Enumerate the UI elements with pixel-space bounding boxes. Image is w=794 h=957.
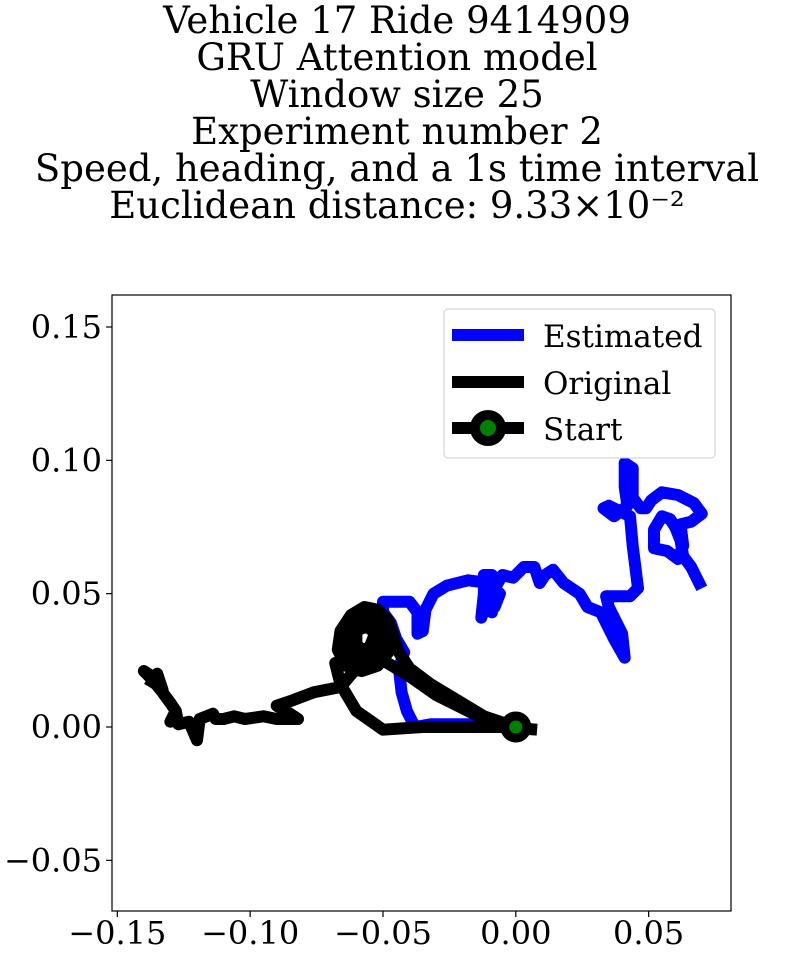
x-tick-label: 0.00	[480, 914, 551, 952]
series-line-estimated	[377, 457, 708, 733]
title-line-3: Window size 25	[250, 73, 544, 116]
legend-label-original: Original	[543, 366, 671, 402]
title-line-5: Speed, heading, and a 1s time interval	[34, 147, 760, 190]
legend-label-estimated: Estimated	[543, 319, 702, 355]
title-line-6: Euclidean distance: 9.33×10⁻²	[109, 184, 685, 227]
legend-label-start: Start	[543, 412, 623, 448]
start-marker	[500, 711, 532, 743]
legend-swatch-start-marker	[470, 410, 506, 446]
x-tick-label: −0.15	[68, 914, 166, 952]
title-line-2: GRU Attention model	[196, 36, 598, 79]
title-line-1: Vehicle 17 Ride 9414909	[163, 0, 631, 42]
chart-title: Vehicle 17 Ride 9414909 GRU Attention mo…	[0, 2, 794, 224]
legend-box	[443, 308, 716, 459]
y-tick-label: 0.05	[31, 575, 102, 613]
x-tick-label: −0.10	[201, 914, 299, 952]
title-line-4: Experiment number 2	[191, 110, 603, 153]
y-tick-label: 0.00	[31, 708, 102, 746]
series-line-original	[137, 601, 538, 747]
legend: Estimated Original Start	[443, 308, 716, 459]
y-tick-label: −0.05	[4, 841, 102, 879]
axes-frame	[111, 294, 732, 912]
y-tick-label: 0.15	[31, 308, 102, 346]
x-tick-label: 0.05	[613, 914, 684, 952]
y-tick-label: 0.10	[31, 441, 102, 479]
x-tick-label: −0.05	[334, 914, 432, 952]
